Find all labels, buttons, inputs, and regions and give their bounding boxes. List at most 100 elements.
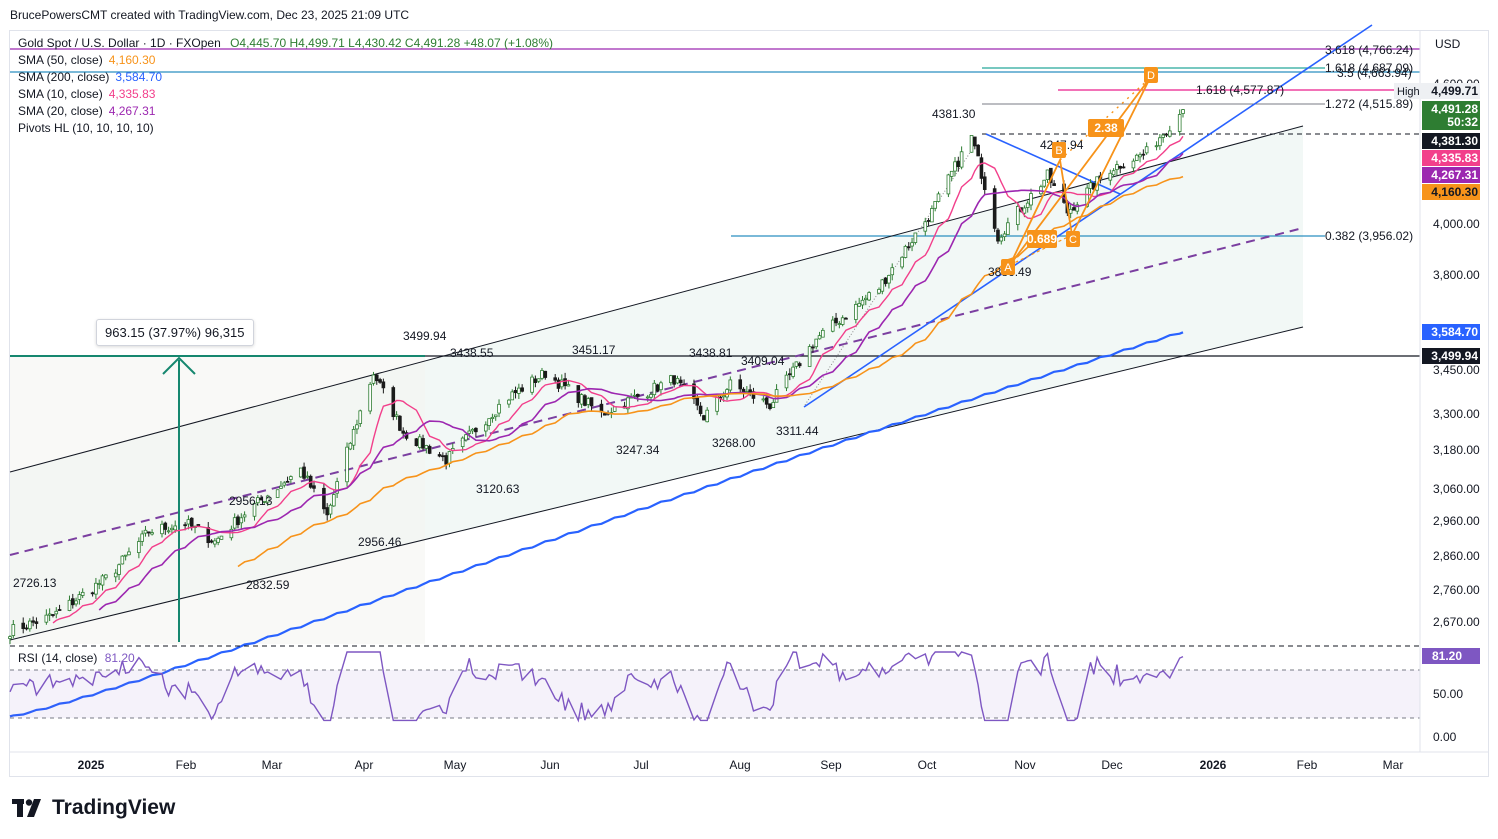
annotations-group: 2726.132956.132832.592956.463499.943438.… [13,43,1413,592]
candle-body [497,403,501,414]
month-label: May [444,758,467,772]
candle-body [695,397,700,406]
candle-body [784,374,789,389]
fib-label: 1.618 (4,577.87) [1196,83,1284,97]
candle-body [137,541,141,553]
candle-body [265,495,270,503]
candle-body [576,385,581,403]
candle-body [599,403,604,413]
candle-body [474,427,478,433]
pivots-row[interactable]: Pivots HL (10, 10, 10, 10) [18,120,553,137]
candle-body [123,554,128,557]
candle-body [844,317,848,320]
candle-body [216,537,220,543]
price-tag-value: 4,335.83 [1431,151,1478,165]
candle-body [761,398,766,401]
price-tag-value: 4,499.71 [1431,84,1478,98]
candle-body [298,467,303,478]
sma200-value: 3,584.70 [115,70,163,84]
candle-body [213,540,217,545]
candle-body [252,502,257,517]
price-tag-value: 4,267.31 [1431,168,1478,182]
currency-label[interactable]: USD [1435,37,1461,51]
candle-body [1025,202,1030,208]
candle-body [8,636,12,639]
rsi-label: RSI (14, close) [18,651,98,665]
candle-body [424,445,429,449]
sma200-line [9,331,1184,718]
sma50-label: SMA (50, close) [18,53,103,67]
candle-body [579,394,584,405]
candle-body [275,489,280,498]
price-tag [1422,184,1480,200]
price-tag-label: High [1397,86,1420,98]
candle-body [57,609,62,611]
rsi-tick-label: 0.00 [1433,730,1457,744]
candle-body [170,527,174,531]
candle-body [381,381,386,389]
candle-body [232,517,237,529]
tradingview-logo-icon [12,799,41,817]
candle-body [44,614,49,623]
candle-body [325,507,330,516]
candle-body [285,480,290,483]
candle-body [143,529,148,534]
abcd-letter: A [1004,262,1012,274]
symbol-row[interactable]: Gold Spot / U.S. Dollar · 1D · FXOpen O4… [18,35,553,52]
sma20-row[interactable]: SMA (20, close) 4,267.31 [18,103,553,120]
abcd-ratio-box [1088,119,1124,137]
candle-body [1141,153,1146,156]
pivot-label: 3438.55 [450,346,494,360]
candle-body [1164,133,1169,136]
sma200-row[interactable]: SMA (200, close) 3,584.70 [18,69,553,86]
candle-body [417,436,422,448]
candle-body [1088,182,1093,189]
rsi-tick-label: 50.00 [1433,687,1463,701]
price-tag [1422,133,1480,149]
fib-label: 1.618 (4,687.09) [1325,61,1413,75]
candle-body [1072,207,1076,211]
candle-body [949,170,954,177]
candle-body [969,135,974,153]
candle-body [127,551,131,556]
candle-body [493,414,498,418]
abcd-badge [1144,67,1158,83]
candle-body [140,533,144,542]
sma20-value: 4,267.31 [108,104,156,118]
candle-body [166,530,171,533]
symbol-name[interactable]: Gold Spot / U.S. Dollar · 1D · FXOpen [18,36,221,50]
candle-body [378,379,382,383]
price-tick-label: 3,180.00 [1433,443,1480,457]
rsi-legend[interactable]: RSI (14, close) 81.20 [18,651,135,665]
candle-body [279,485,283,489]
candle-body [586,398,591,405]
sma50-row[interactable]: SMA (50, close) 4,160.30 [18,52,553,69]
price-tick-label: 3,450.00 [1433,363,1480,377]
candle-body [229,528,234,539]
month-label: Oct [918,758,937,772]
candle-body [771,402,776,409]
candle-body [355,424,359,430]
candle-body [74,600,78,605]
tradingview-logo[interactable]: TradingView [12,796,175,820]
candle-body [877,288,881,294]
time-axis[interactable]: 2025 Feb Mar Apr May Jun Jul Aug Sep Oct Nov Dec 202… [78,758,1404,772]
candle-body [1138,154,1142,158]
month-label: Jul [633,758,648,772]
candle-body [536,378,541,382]
candle-body [956,160,961,168]
fib-label: 3.5 (4,663.94) [1337,66,1412,80]
pivot-label: 2956.13 [229,494,273,508]
candle-body [183,524,187,527]
candle-body [645,396,650,399]
price-tag [1422,167,1480,183]
candle-body [447,451,452,464]
candle-body [632,394,637,397]
price-tag [1422,348,1480,364]
candle-body [854,304,858,320]
candle-body [540,370,544,379]
sma10-row[interactable]: SMA (10, close) 4,335.83 [18,86,553,103]
candle-body [675,377,680,384]
candle-body [992,188,997,229]
